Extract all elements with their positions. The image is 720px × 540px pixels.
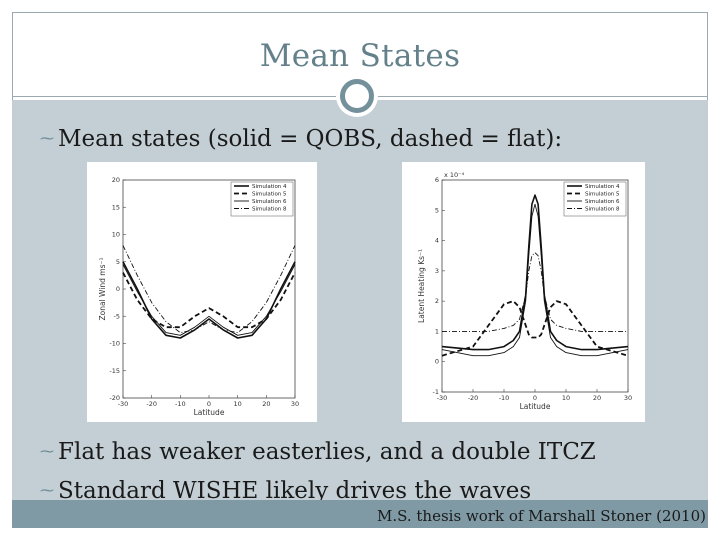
y-tick-label: 5 [116, 258, 120, 266]
y-tick-label: -20 [109, 394, 120, 402]
y-tick-label: 4 [435, 237, 439, 245]
bullet-text: Flat has weaker easterlies, and a double… [58, 439, 596, 465]
axis-scale-label: x 10⁻⁴ [444, 171, 465, 179]
legend-label: Simulation 4 [252, 184, 287, 190]
x-tick-label: 20 [593, 394, 601, 402]
y-tick-label: 3 [435, 267, 439, 275]
y-tick-label: 6 [435, 176, 439, 184]
wave-bullet-icon: ⁓ [40, 483, 54, 499]
y-axis-label: Zonal Wind ms⁻¹ [98, 258, 107, 321]
footer-bar [12, 500, 708, 528]
zonal-wind-chart: -30 -20 -10 0 10 20 3020151050-5-10-15-20Latit… [87, 162, 317, 422]
y-tick-label: 1 [435, 327, 439, 335]
footer-credit: M.S. thesis work of Marshall Stoner (201… [376, 507, 706, 525]
bullet-text: Mean states (solid = QOBS, dashed = flat… [58, 126, 563, 152]
legend-box [563, 181, 627, 217]
y-tick-label: 10 [112, 231, 120, 239]
decorative-ring-icon [340, 79, 374, 113]
legend-label: Simulation 6 [252, 199, 287, 205]
legend-label: Simulation 8 [252, 207, 287, 213]
x-tick-label: 10 [562, 394, 570, 402]
y-tick-label: -15 [109, 367, 120, 375]
y-tick-label: 2 [435, 297, 439, 305]
y-tick-label: -10 [109, 340, 120, 348]
bullet-mean-states: ⁓ Mean states (solid = QOBS, dashed = fla… [40, 126, 562, 152]
x-tick-label: -30 [118, 400, 129, 408]
legend-label: Simulation 5 [585, 192, 620, 198]
legend-label: Simulation 6 [585, 199, 620, 205]
x-tick-label: -10 [175, 400, 186, 408]
x-tick-label: -30 [437, 394, 448, 402]
series-line [122, 272, 296, 329]
y-tick-label: 20 [112, 176, 120, 184]
x-tick-label: 20 [262, 400, 270, 408]
x-tick-label: 0 [533, 394, 537, 402]
y-tick-label: -1 [433, 388, 439, 396]
bullet-flat-weaker: ⁓ Flat has weaker easterlies, and a doubl… [40, 439, 596, 465]
bullet-wishe: ⁓ Standard WISHE likely drives the waves [40, 478, 531, 504]
series-line [441, 300, 629, 357]
latent-heating-chart: -30 -20 -10 0 10 20 306543210-1LatitudeLatent … [402, 162, 645, 422]
series-line [442, 252, 628, 332]
x-tick-label: -20 [146, 400, 157, 408]
x-axis-label: Latitude [520, 402, 551, 411]
legend-label: Simulation 8 [585, 207, 620, 213]
legend-label: Simulation 5 [252, 192, 287, 198]
x-tick-label: -20 [468, 394, 479, 402]
bullet-text: Standard WISHE likely drives the waves [58, 478, 532, 504]
slide-title: Mean States [259, 38, 461, 74]
wave-bullet-icon: ⁓ [40, 444, 54, 460]
x-tick-label: 0 [207, 400, 211, 408]
series-line [441, 194, 629, 351]
y-axis-label: Latent Heating Ks⁻¹ [417, 249, 426, 323]
series-line [122, 245, 296, 334]
x-tick-label: 30 [624, 394, 632, 402]
y-tick-label: -5 [114, 312, 120, 320]
wave-bullet-icon: ⁓ [40, 131, 54, 147]
x-tick-label: -10 [499, 394, 510, 402]
x-axis-label: Latitude [194, 408, 225, 417]
x-tick-label: 10 [234, 400, 242, 408]
y-tick-label: 0 [116, 285, 120, 293]
x-tick-label: 30 [291, 400, 299, 408]
legend-label: Simulation 4 [585, 184, 620, 190]
series-line [122, 261, 296, 339]
y-tick-label: 15 [112, 203, 120, 211]
y-tick-label: 5 [435, 206, 439, 214]
legend-box [230, 181, 294, 217]
y-tick-label: 0 [435, 358, 439, 366]
series-line [441, 203, 629, 357]
series-line [122, 264, 296, 336]
